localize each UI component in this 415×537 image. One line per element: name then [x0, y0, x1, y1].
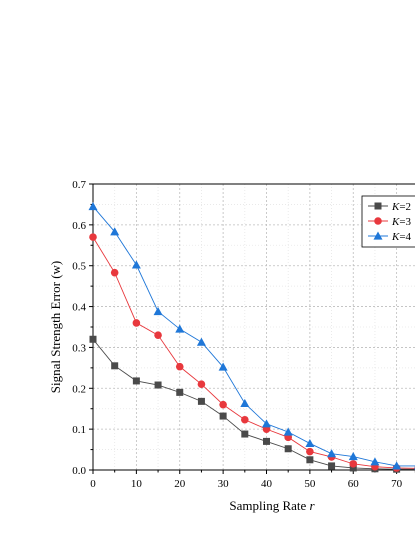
data-point [370, 457, 380, 466]
data-point [197, 397, 205, 405]
data-point [263, 437, 270, 445]
data-point [240, 398, 250, 408]
series-group [88, 201, 415, 473]
legend-label: K=3 [391, 216, 412, 228]
data-point [132, 377, 140, 385]
y-tick-label: 0.0 [72, 465, 86, 477]
data-point [306, 447, 314, 456]
legend-marker [374, 202, 382, 210]
legend: K=2 K=3 K=4 [361, 195, 415, 248]
data-point [131, 260, 141, 269]
data-point [111, 362, 119, 370]
series-K-3 [89, 233, 415, 472]
x-tick-label: 10 [131, 478, 143, 490]
legend-label: K=4 [391, 231, 412, 243]
data-point [175, 362, 184, 371]
x-tick-label: 70 [391, 478, 403, 490]
series-line [92, 236, 415, 469]
data-point [88, 201, 98, 211]
data-point [154, 331, 162, 339]
y-tick-label: 0.2 [72, 383, 86, 395]
data-point [176, 388, 184, 396]
data-point [349, 464, 357, 472]
data-point [328, 462, 336, 470]
data-point [132, 319, 141, 327]
legend-label: K=2 [391, 201, 411, 213]
y-tick-label: 0.7 [72, 179, 86, 191]
data-point [305, 438, 315, 448]
legend-marker [374, 217, 382, 225]
series-K-4 [88, 201, 415, 470]
data-point [196, 337, 206, 346]
legend-marker [373, 231, 383, 240]
data-point [110, 268, 119, 277]
data-point [89, 233, 97, 241]
y-tick-label: 0.3 [72, 342, 86, 354]
y-tick-label: 0.4 [72, 302, 86, 314]
x-tick-label: 20 [174, 478, 186, 490]
x-axis-title: Sampling Rate r [229, 498, 315, 513]
data-point [219, 412, 227, 420]
data-point [153, 306, 163, 316]
data-point [197, 380, 206, 389]
data-point [175, 324, 185, 333]
y-tick-label: 0.1 [72, 424, 86, 436]
y-tick-label: 0.5 [72, 261, 86, 273]
x-tick-label: 60 [348, 478, 360, 490]
data-point [89, 335, 97, 343]
data-point [348, 452, 358, 461]
data-point [327, 449, 337, 458]
data-point [219, 400, 227, 409]
x-tick-label: 0 [90, 478, 96, 490]
data-point [241, 430, 249, 438]
data-point [262, 419, 271, 428]
y-tick-label: 0.6 [72, 220, 86, 232]
y-axis-title: Signal Strength Error (w) [48, 261, 63, 394]
data-point [110, 227, 120, 236]
data-point [349, 460, 358, 468]
data-point [392, 461, 402, 470]
data-point [283, 427, 293, 436]
legend-box [361, 195, 415, 248]
data-point [241, 415, 249, 424]
x-tick-label: 50 [304, 478, 316, 490]
x-tick-label: 40 [261, 478, 273, 490]
series-K-2 [89, 335, 415, 473]
data-point [218, 362, 228, 371]
x-tick-label: 30 [218, 478, 230, 490]
data-point [154, 381, 162, 389]
data-point [306, 456, 314, 464]
data-point [284, 445, 292, 453]
